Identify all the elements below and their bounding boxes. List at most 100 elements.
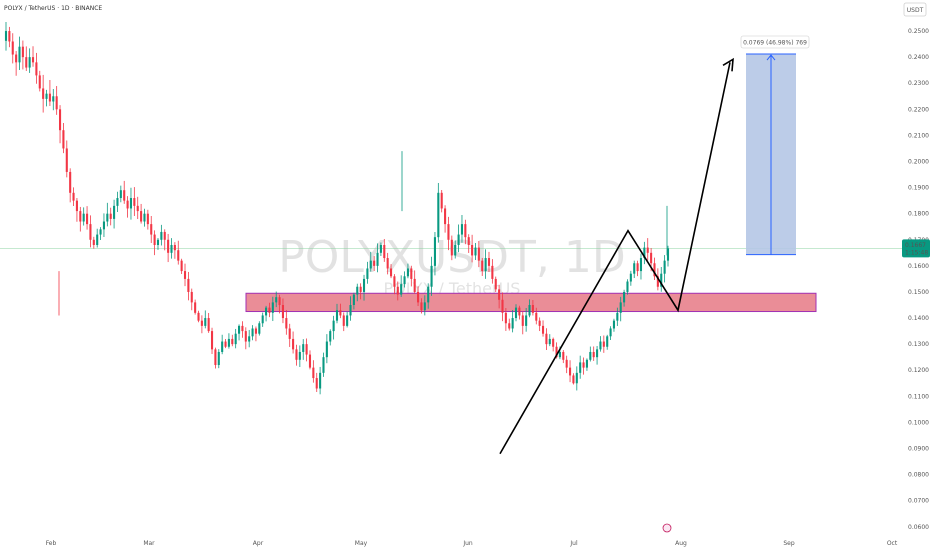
candle-body [221,341,224,352]
candle-body [190,291,193,303]
candle-body [447,224,450,240]
candle-body [511,318,514,329]
candle-body [116,198,119,206]
candle-body [413,278,416,292]
candle-body [454,244,457,256]
currency-badge[interactable] [903,2,927,17]
candle-body [650,252,653,264]
candle-body [626,281,629,292]
candle-body [11,41,14,55]
candle-body [75,200,78,212]
candle-body [183,271,187,279]
candle-body [31,57,35,63]
candle-body [592,351,595,358]
candle-body [569,367,572,376]
candle-body [332,320,335,332]
candle-body [389,268,393,277]
candle-body [160,231,163,240]
candle-body [143,213,146,222]
candle-body [403,276,406,285]
candle-body [663,260,666,274]
candle-body [153,234,156,245]
candle-body [163,231,166,240]
candle-body [92,239,95,245]
candle-body [133,198,136,206]
candle-body [491,265,494,279]
candle-body [197,312,200,321]
y-tick-label: 0.2000 [908,159,929,166]
candle-body [504,312,507,324]
candle-body [295,349,298,360]
candle-body [298,351,301,360]
candle-body [234,333,237,345]
candle-body [99,229,102,235]
candle-body [281,305,285,319]
candle-body [356,286,359,295]
candle-body [430,265,433,287]
candle-body [575,372,578,384]
candle-body [410,268,413,279]
candle-body [474,247,477,256]
candle-body [204,318,207,326]
candle-body [109,213,112,219]
candle-body [305,344,308,355]
x-tick-label: Feb [46,540,57,547]
candle-body [541,325,545,334]
candle-body [633,263,636,274]
candle-body [369,260,372,269]
candle-body [656,276,659,287]
y-tick-label: 0.2200 [908,106,929,113]
event-marker-icon[interactable] [662,523,672,533]
candle-body [653,263,656,277]
candle-body [214,349,217,366]
candle-body [596,349,599,358]
candle-body [420,302,423,311]
candle-body [508,323,511,329]
candle-body [48,93,51,102]
candle-body [200,320,203,326]
candle-body [288,328,291,339]
projection-arrow-path[interactable] [499,62,731,455]
candle-body [339,310,342,316]
candle-body [258,323,261,334]
candle-body [518,307,521,316]
demand-zone-box[interactable] [245,292,817,313]
x-tick-label: Apr [253,540,264,547]
candle-body [521,315,524,326]
x-tick-label: Mar [143,540,155,547]
candle-body [406,268,409,277]
candle-body [261,315,264,324]
candle-body [251,328,254,337]
candle-body [106,213,109,222]
candle-body [494,278,497,290]
target-label-text: 0.0769 (46.98%) 769 [743,40,807,47]
y-tick-label: 0.0800 [908,472,929,479]
x-tick-label: Oct [887,540,898,547]
candle-body [319,372,322,389]
y-tick-label: 0.2300 [908,80,929,87]
y-tick-label: 0.1500 [908,289,929,296]
candle-body [585,359,588,368]
projection-arrowhead [722,57,734,72]
candle-body [28,57,31,68]
target-measure-arrowhead [766,54,776,61]
candle-body [535,312,538,321]
candle-body [194,302,197,313]
y-tick-label: 0.1200 [908,367,929,374]
candle-body [21,46,24,58]
candle-body [423,302,426,311]
currency-badge-label: USDT [907,7,924,14]
candle-body [562,351,565,360]
candle-body [552,338,555,347]
candle-body [545,333,548,345]
candle-body [589,351,592,360]
x-tick-label: May [355,540,368,547]
candle-body [123,190,126,201]
candle-body [572,375,575,384]
candle-body [471,244,474,256]
candle-body [498,289,501,300]
candle-body [643,247,646,259]
target-label-box [740,35,810,49]
